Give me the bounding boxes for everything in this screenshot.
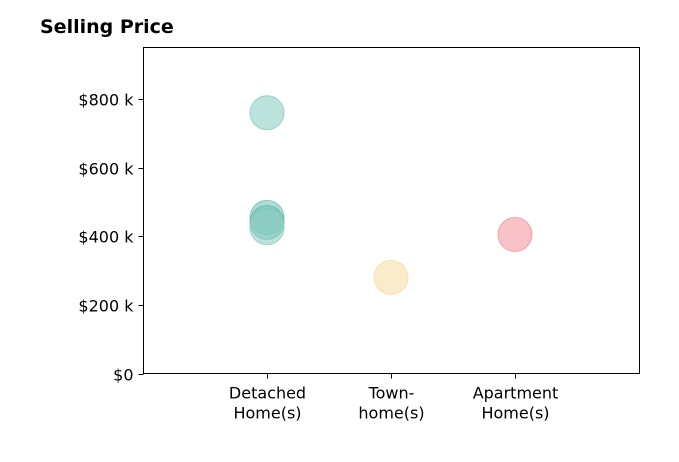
data-point [249, 210, 285, 246]
data-point [249, 95, 285, 131]
y-tick-label: $600 k [78, 160, 134, 179]
data-point [497, 217, 533, 253]
y-tick-label: $400 k [78, 228, 134, 247]
y-tick-label: $0 [113, 366, 133, 385]
x-tick-label: Apartment Home(s) [473, 384, 559, 423]
x-tick-label: Detached Home(s) [229, 384, 306, 423]
points-layer [249, 95, 533, 295]
chart-title: Selling Price [40, 16, 174, 38]
x-axis: Detached Home(s) Town-home(s) Apartment Home… [229, 373, 559, 423]
y-tick-label: $800 k [78, 91, 134, 110]
plot-frame [143, 47, 640, 374]
data-point [373, 259, 409, 295]
y-tick-label: $200 k [78, 297, 134, 316]
x-tick-label: Town-home(s) [358, 384, 424, 423]
y-axis: $0 $200 k $400 k $600 k $800 k [78, 91, 144, 385]
